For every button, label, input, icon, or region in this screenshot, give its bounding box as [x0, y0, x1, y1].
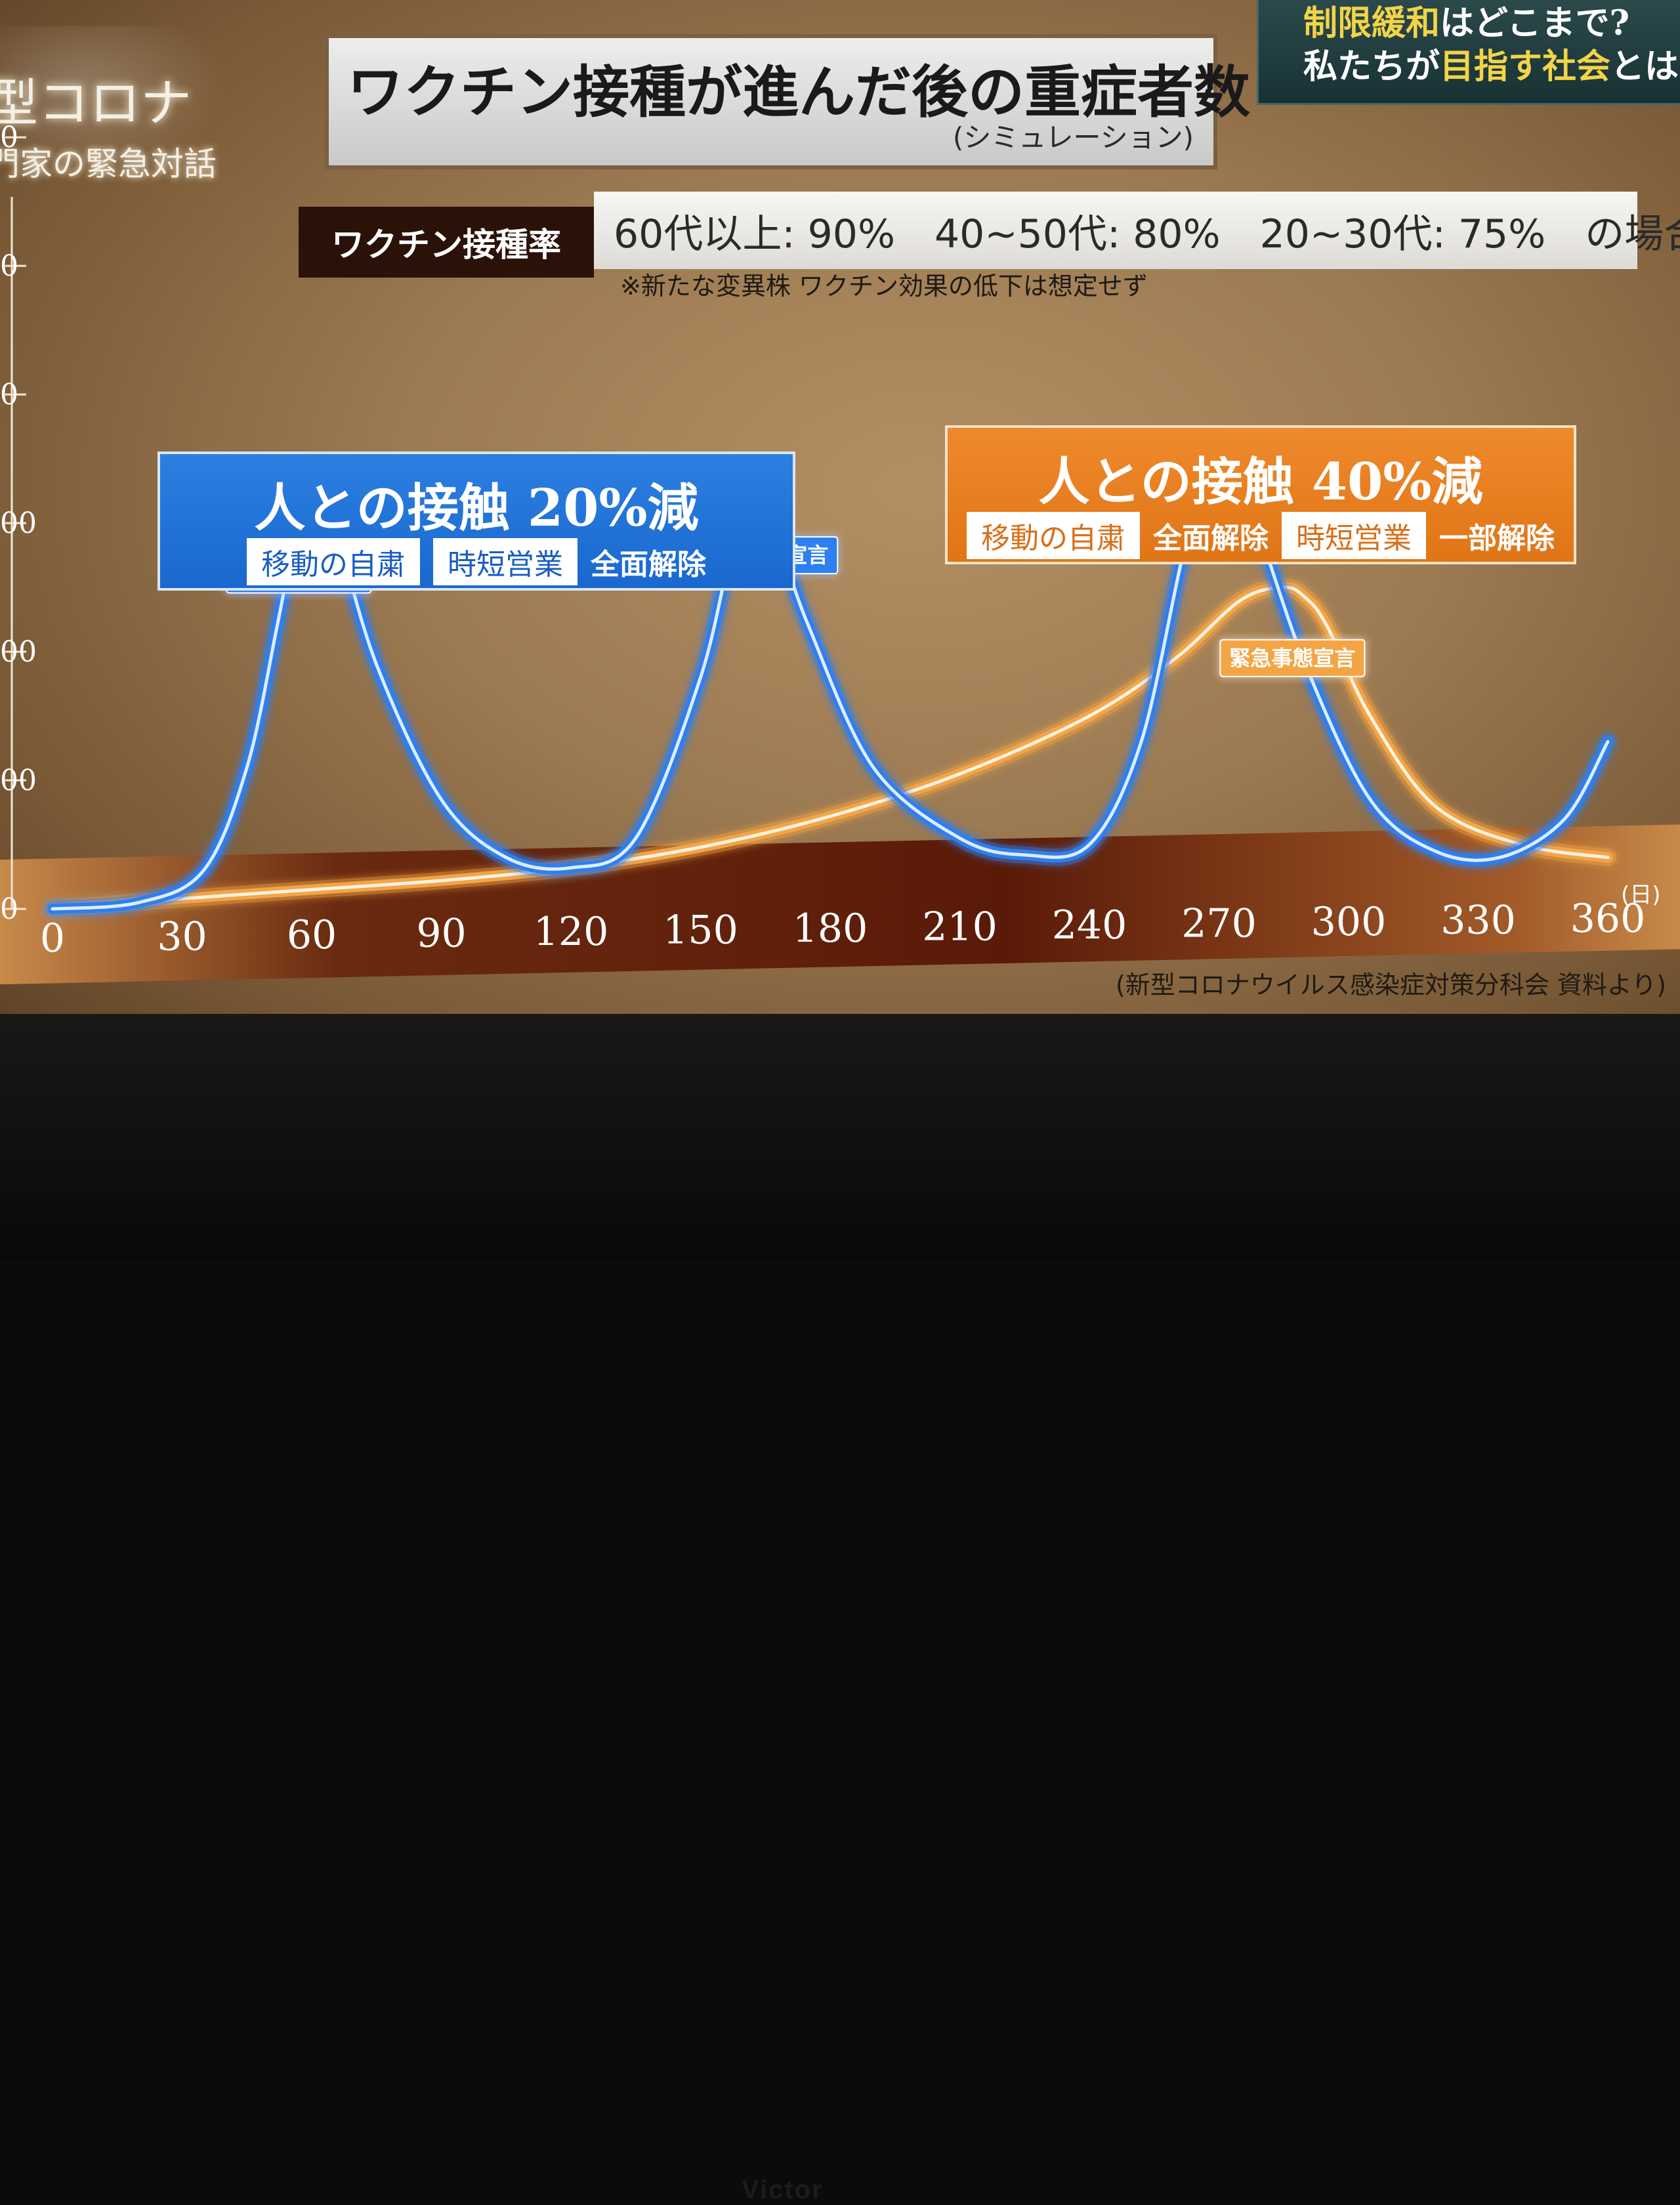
scenario-orange-tag-1: 移動の自粛 — [967, 512, 1140, 559]
series-highlight-1 — [51, 585, 1610, 911]
topic-text-2c: とは — [1610, 47, 1679, 87]
scenario-orange-text-2: 一部解除 — [1439, 522, 1555, 555]
y-tick-label: 0 — [0, 121, 18, 154]
y-tick-label: 0 — [0, 892, 18, 926]
topic-text-2a: 私たちが — [1303, 47, 1440, 87]
x-tick-label: 60 — [287, 912, 337, 958]
scenario-blue-row: 移動の自粛 時短営業 全面解除 — [160, 538, 793, 585]
tv-screen: 型コロナ 門家の緊急対話 制限緩和はどこまで? 私たちが目指す社会とは ワクチン… — [0, 0, 1680, 1083]
chart-title: ワクチン接種が進んだ後の重症者数 — [347, 60, 1250, 125]
brand-logo: Victor — [742, 2175, 824, 2204]
tv-bezel: Victor — [0, 1014, 1680, 2204]
topic-box: 制限緩和はどこまで? 私たちが目指す社会とは — [1257, 0, 1680, 105]
topic-line-1: 制限緩和はどこまで? — [1303, 2, 1680, 45]
chart-subtitle: (シミュレーション) — [952, 121, 1194, 154]
x-tick-label: 30 — [157, 914, 207, 960]
scenario-blue-tag-1: 移動の自粛 — [247, 538, 420, 585]
x-tick-label: 210 — [922, 904, 998, 950]
series-glow-1 — [44, 579, 1616, 917]
topic-accent-2: 目指す社会 — [1440, 47, 1611, 87]
x-tick-label: 360 — [1570, 896, 1646, 942]
scenario-blue-title: 人との接触 20%減 — [254, 478, 699, 538]
x-tick-label: 270 — [1181, 901, 1257, 947]
series-line-1 — [47, 582, 1613, 914]
topic-text-1: はどこまで? — [1440, 3, 1629, 43]
title-box: ワクチン接種が進んだ後の重症者数 (シミュレーション) — [325, 34, 1250, 169]
y-tick-label: 00 — [0, 507, 37, 540]
scenario-orange-box: 人との接触 40%減 移動の自粛 全面解除 時短営業 一部解除 — [945, 425, 1576, 564]
scenario-blue-tag-2: 時短営業 — [433, 538, 578, 585]
rate-condition: の場合 — [1585, 211, 1680, 257]
x-axis-unit: (日) — [1621, 882, 1661, 908]
emergency-callout-box — [1219, 639, 1366, 677]
y-tick-label: 0 — [0, 378, 18, 411]
y-tick-label: 00 — [0, 635, 37, 669]
scenario-blue-text: 全面解除 — [591, 548, 706, 581]
y-tick-label: 00 — [0, 764, 37, 797]
rate-40-50s: 40~50代: 80% — [934, 211, 1221, 257]
x-tick-label: 180 — [793, 906, 868, 952]
x-tick-label: 150 — [663, 908, 738, 954]
x-tick-label: 330 — [1440, 898, 1516, 944]
scenario-orange-title: 人との接触 40%減 — [1038, 452, 1483, 512]
logo-subtitle: 門家の緊急対話 — [0, 145, 217, 183]
assumption-note: ※新たな変異株 ワクチン効果の低下は想定せず — [620, 272, 1148, 301]
scenario-orange-text-1: 全面解除 — [1153, 522, 1269, 555]
scenario-blue-box: 人との接触 20%減 移動の自粛 時短営業 全面解除 — [158, 452, 795, 591]
scenario-orange-tag-2: 時短営業 — [1282, 512, 1426, 559]
x-tick-label: 120 — [534, 909, 609, 955]
y-tick-label: 0 — [0, 249, 18, 283]
topic-line-2: 私たちが目指す社会とは — [1303, 45, 1680, 89]
vaccine-rate-label: ワクチン接種率 — [299, 207, 594, 278]
scenario-orange-row: 移動の自粛 全面解除 時短営業 一部解除 — [948, 512, 1574, 559]
topic-accent-1: 制限緩和 — [1303, 3, 1440, 43]
source-credit: (新型コロナウイルス感染症対策分科会 資料より) — [1116, 971, 1666, 999]
x-tick-label: 240 — [1052, 902, 1127, 948]
rate-20-30s: 20~30代: 75% — [1259, 211, 1546, 257]
x-tick-label: 300 — [1311, 899, 1387, 945]
logo-title: 型コロナ — [0, 74, 192, 133]
emergency-callout-label: 緊急事態宣言 — [1229, 646, 1355, 671]
x-tick-label: 0 — [40, 915, 65, 961]
x-tick-label: 90 — [416, 911, 466, 957]
rate-60s: 60代以上: 90% — [614, 211, 895, 257]
program-logo: 型コロナ 門家の緊急対話 — [0, 26, 223, 183]
vaccine-rate-values: 60代以上: 90% 40~50代: 80% 20~30代: 75% の場合 — [594, 192, 1680, 269]
